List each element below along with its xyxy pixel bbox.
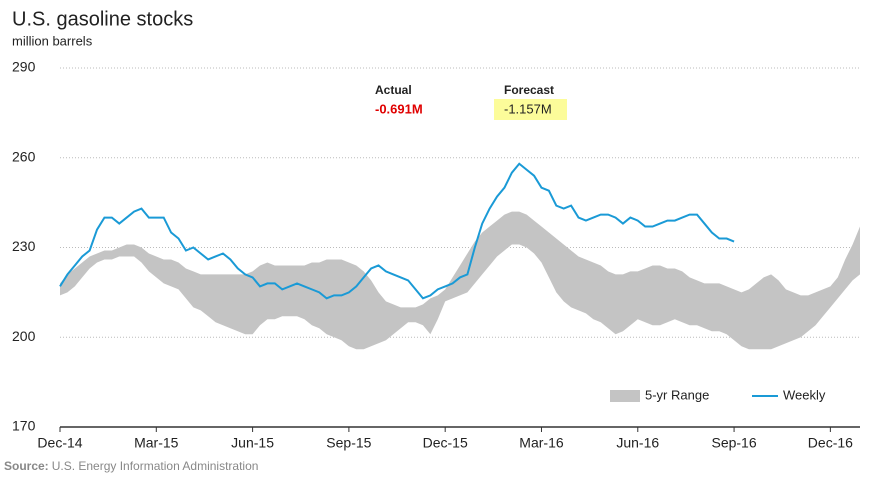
x-tick-label: Sep-15 xyxy=(326,435,371,451)
x-tick-label: Sep-16 xyxy=(711,435,756,451)
x-tick-label: Mar-16 xyxy=(519,435,564,451)
forecast-highlight xyxy=(494,99,567,120)
chart-title: U.S. gasoline stocks xyxy=(12,8,193,30)
legend-label: 5-yr Range xyxy=(645,387,709,402)
chart-subtitle: million barrels xyxy=(12,33,93,48)
y-tick-label: 170 xyxy=(12,418,36,434)
x-tick-label: Jun-15 xyxy=(231,435,274,451)
x-tick-label: Dec-15 xyxy=(423,435,468,451)
y-tick-label: 260 xyxy=(12,148,36,164)
x-tick-label: Jun-16 xyxy=(616,435,659,451)
x-tick-label: Dec-16 xyxy=(808,435,853,451)
legend-swatch xyxy=(610,390,640,402)
line xyxy=(59,162,735,300)
source-label: Source: xyxy=(4,459,49,473)
x-tick-label: Mar-15 xyxy=(134,435,179,451)
y-tick-label: 230 xyxy=(12,238,36,254)
x-tick-label: Dec-14 xyxy=(37,435,82,451)
actual-value: -0.691M xyxy=(375,101,423,116)
actual-label: Actual xyxy=(375,83,412,97)
y-tick-label: 290 xyxy=(12,59,36,75)
forecast-value: -1.157M xyxy=(504,101,552,116)
plot-area xyxy=(60,67,860,428)
legend-label: Weekly xyxy=(783,387,826,402)
range-area xyxy=(60,211,860,350)
source: U.S. Energy Information Administration xyxy=(52,459,259,473)
y-tick-label: 200 xyxy=(12,328,36,344)
forecast-label: Forecast xyxy=(504,83,554,97)
